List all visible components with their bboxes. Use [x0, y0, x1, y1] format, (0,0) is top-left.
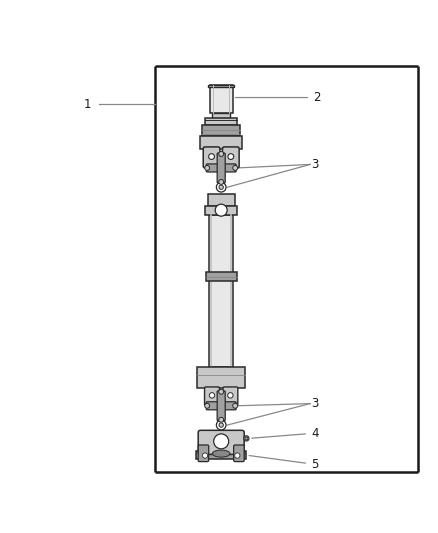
Bar [209, 215, 233, 367]
Circle shape [219, 185, 223, 189]
FancyBboxPatch shape [198, 445, 209, 462]
FancyBboxPatch shape [234, 445, 244, 462]
Circle shape [215, 204, 227, 216]
Circle shape [228, 393, 233, 398]
Bar [205, 118, 237, 125]
Bar [208, 85, 234, 87]
Circle shape [235, 453, 240, 458]
Bar [202, 125, 240, 136]
Circle shape [208, 154, 215, 159]
Bar [208, 194, 235, 206]
Circle shape [219, 417, 224, 422]
FancyBboxPatch shape [223, 147, 239, 168]
Text: 3: 3 [311, 158, 318, 171]
FancyBboxPatch shape [206, 402, 236, 410]
Circle shape [205, 166, 210, 171]
Circle shape [219, 151, 224, 156]
Circle shape [216, 182, 226, 192]
Circle shape [244, 436, 249, 441]
Circle shape [214, 434, 229, 449]
Circle shape [205, 403, 210, 408]
Circle shape [219, 423, 223, 427]
Circle shape [202, 453, 208, 458]
Text: 3: 3 [311, 397, 318, 410]
FancyBboxPatch shape [217, 391, 225, 421]
Bar [201, 136, 242, 149]
Text: 2: 2 [235, 91, 321, 104]
FancyBboxPatch shape [203, 147, 220, 168]
Bar [212, 113, 230, 118]
Circle shape [233, 166, 238, 171]
Bar [205, 206, 237, 215]
Ellipse shape [212, 450, 230, 457]
Bar [197, 367, 245, 388]
FancyBboxPatch shape [206, 164, 236, 172]
Text: 4: 4 [252, 426, 318, 440]
FancyBboxPatch shape [198, 430, 244, 455]
Circle shape [219, 180, 224, 184]
Text: 5: 5 [249, 456, 318, 471]
Circle shape [233, 403, 238, 408]
Circle shape [216, 420, 226, 430]
FancyBboxPatch shape [217, 153, 225, 183]
Bar [210, 85, 233, 113]
Circle shape [209, 393, 215, 398]
FancyBboxPatch shape [205, 387, 219, 405]
FancyBboxPatch shape [223, 387, 238, 405]
Circle shape [219, 389, 224, 394]
Bar [206, 272, 237, 281]
Circle shape [228, 154, 234, 159]
Bar [196, 451, 246, 459]
Text: 1: 1 [84, 98, 92, 111]
